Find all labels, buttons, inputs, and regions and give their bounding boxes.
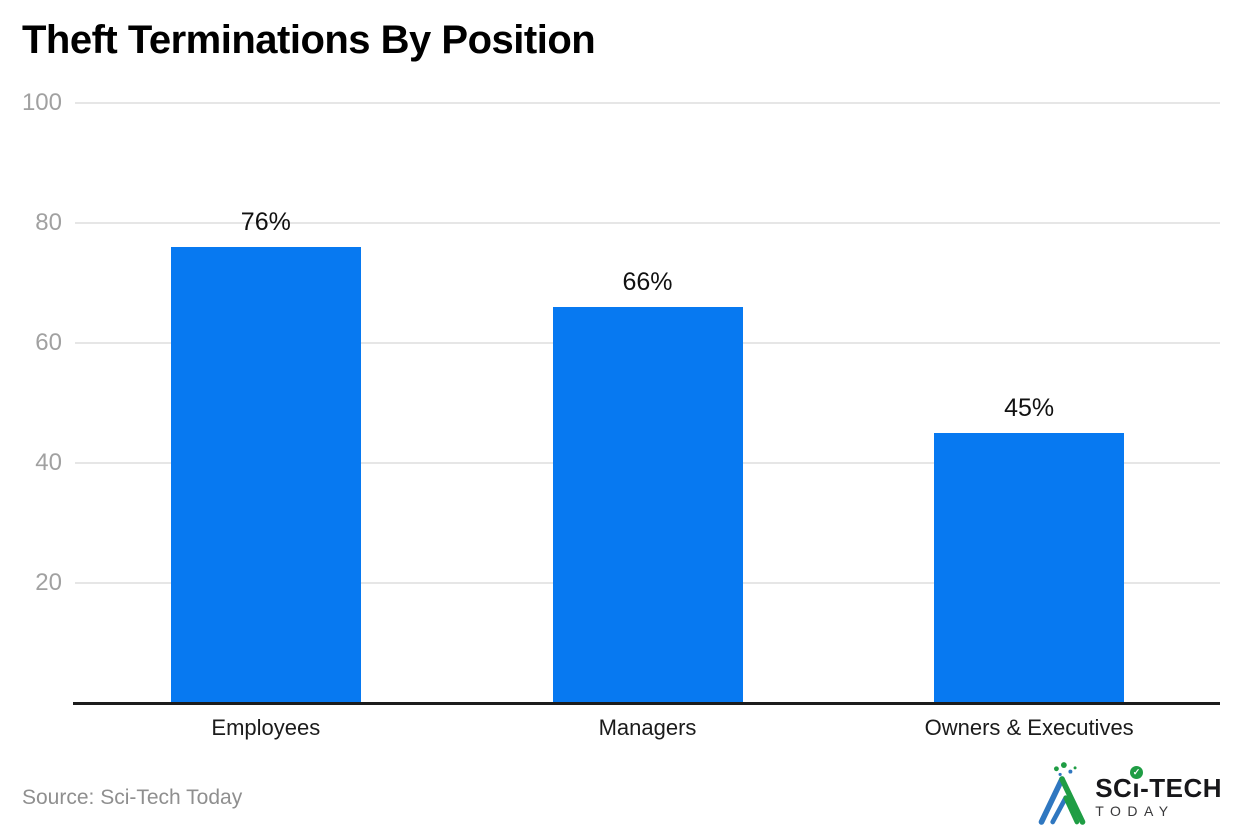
y-tick-label-80: 80 bbox=[35, 209, 62, 236]
logo-brand-line: SC ı ✓ -TECH bbox=[1095, 766, 1222, 803]
plot-area: 76% Employees 66% Managers 45% Owners & Execu… bbox=[75, 102, 1220, 740]
x-axis-line bbox=[73, 702, 1220, 705]
gridline-80 bbox=[75, 222, 1220, 224]
x-category-label-managers: Managers bbox=[598, 715, 697, 740]
chart-title: Theft Terminations By Position bbox=[22, 18, 596, 62]
logo-brand-suffix: -TECH bbox=[1140, 773, 1222, 803]
bar-managers bbox=[552, 307, 743, 703]
check-icon: ✓ bbox=[1130, 766, 1144, 779]
y-tick-label-60: 60 bbox=[35, 329, 62, 356]
scitech-logo-text: SC ı ✓ -TECH TODAY bbox=[1095, 766, 1222, 819]
source-caption: Source: Sci-Tech Today bbox=[22, 786, 243, 809]
y-tick-label-100: 100 bbox=[21, 89, 62, 116]
logo-brand-sub: TODAY bbox=[1095, 803, 1175, 819]
value-label-managers: 66% bbox=[622, 268, 673, 296]
logo-brand-prefix: SC bbox=[1095, 773, 1133, 803]
y-tick-label-40: 40 bbox=[35, 449, 62, 476]
y-tick-label-20: 20 bbox=[35, 569, 62, 596]
logo-brand-i: ı ✓ bbox=[1130, 766, 1144, 802]
value-label-employees: 76% bbox=[240, 208, 291, 236]
gridline-100 bbox=[75, 102, 1220, 104]
bar-owners-executives bbox=[934, 433, 1125, 703]
bar-employees bbox=[170, 247, 361, 703]
scitech-logo: SC ı ✓ -TECH TODAY bbox=[1034, 760, 1222, 833]
scitech-logo-mark-icon bbox=[1034, 760, 1090, 833]
x-category-label-employees: Employees bbox=[211, 715, 321, 740]
x-category-label-owners-executives: Owners & Executives bbox=[924, 715, 1134, 740]
value-label-owners-executives: 45% bbox=[1004, 394, 1055, 422]
